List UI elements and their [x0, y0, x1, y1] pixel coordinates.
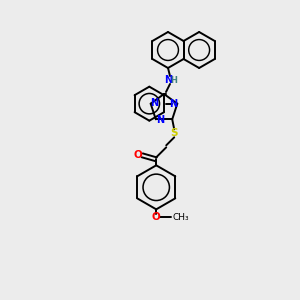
- Text: O: O: [134, 150, 142, 160]
- Text: N: N: [169, 99, 177, 109]
- Text: N: N: [151, 98, 159, 108]
- Text: CH₃: CH₃: [172, 213, 189, 222]
- Text: N: N: [156, 115, 164, 125]
- Text: N: N: [164, 75, 172, 85]
- Text: S: S: [170, 128, 178, 138]
- Text: H: H: [171, 76, 177, 85]
- Text: O: O: [152, 212, 161, 222]
